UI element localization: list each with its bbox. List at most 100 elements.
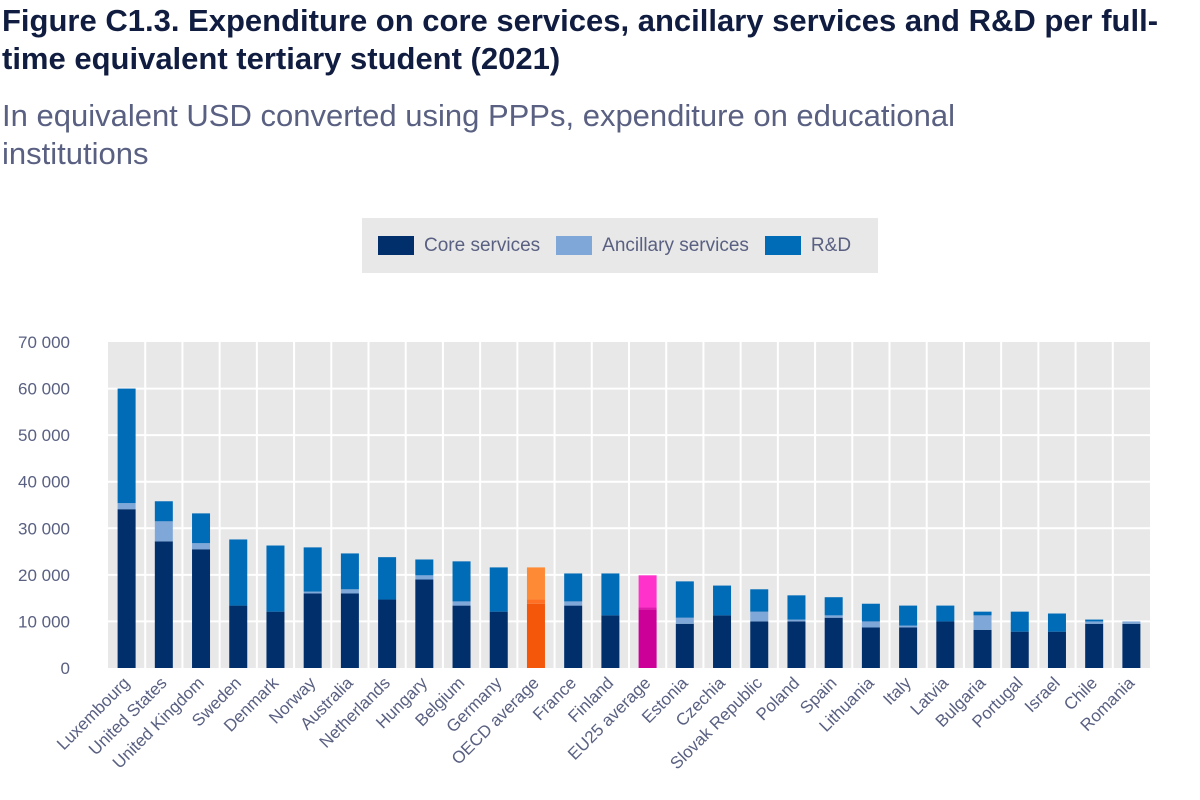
bar-core-services[interactable] <box>154 541 173 668</box>
bar-core-services[interactable] <box>452 605 471 668</box>
bar-rd[interactable] <box>154 501 173 522</box>
bar-core-services[interactable] <box>750 621 769 668</box>
bar-group <box>303 547 322 668</box>
bar-ancillary-services[interactable] <box>564 601 583 606</box>
bar-group <box>936 605 955 668</box>
bar-rd[interactable] <box>378 557 397 600</box>
bar-ancillary-services[interactable] <box>861 621 880 628</box>
bar-rd[interactable] <box>638 575 657 608</box>
bar-group <box>899 605 918 668</box>
bar-core-services[interactable] <box>229 605 248 668</box>
bar-core-services[interactable] <box>378 599 397 668</box>
bar-group <box>861 603 880 668</box>
bar-group <box>117 388 136 668</box>
bar-core-services[interactable] <box>1085 623 1104 668</box>
bar-ancillary-services[interactable] <box>638 607 657 610</box>
bar-rd[interactable] <box>526 567 545 600</box>
bar-rd[interactable] <box>303 547 322 592</box>
bar-rd[interactable] <box>973 611 992 616</box>
bar-core-services[interactable] <box>415 579 434 668</box>
bar-ancillary-services[interactable] <box>117 503 136 510</box>
bar-core-services[interactable] <box>638 609 657 668</box>
bar-core-services[interactable] <box>675 623 694 668</box>
legend-label: R&D <box>810 234 852 256</box>
bar-rd[interactable] <box>489 567 508 612</box>
bar-group <box>489 567 508 668</box>
y-tick-label: 50 000 <box>18 426 70 445</box>
bar-core-services[interactable] <box>601 615 620 668</box>
bar-rd[interactable] <box>824 597 843 616</box>
bar-rd[interactable] <box>601 573 620 616</box>
bar-rd[interactable] <box>117 388 136 504</box>
bar-core-services[interactable] <box>192 549 211 668</box>
bar-core-services[interactable] <box>936 621 955 668</box>
legend-item-ancillary-services[interactable]: Ancillary services <box>556 235 749 257</box>
legend-label: Ancillary services <box>602 234 749 256</box>
bar-core-services[interactable] <box>899 627 918 668</box>
bar-ancillary-services[interactable] <box>526 599 545 604</box>
bars <box>117 388 1141 668</box>
bar-group <box>266 545 285 668</box>
bar-ancillary-services[interactable] <box>750 611 769 622</box>
bar-core-services[interactable] <box>340 593 359 668</box>
bar-rd[interactable] <box>1047 613 1066 632</box>
bar-group <box>526 567 545 668</box>
bar-group <box>340 553 359 668</box>
bar-core-services[interactable] <box>861 627 880 668</box>
bar-group <box>824 597 843 668</box>
bar-rd[interactable] <box>750 589 769 612</box>
bar-ancillary-services[interactable] <box>452 601 471 606</box>
bar-ancillary-services[interactable] <box>1085 621 1104 624</box>
bar-ancillary-services[interactable] <box>973 615 992 630</box>
bar-core-services[interactable] <box>117 509 136 668</box>
bar-ancillary-services[interactable] <box>415 575 434 580</box>
bar-group <box>1047 613 1066 668</box>
bar-core-services[interactable] <box>303 593 322 668</box>
bar-core-services[interactable] <box>1122 623 1141 668</box>
bar-core-services[interactable] <box>526 603 545 668</box>
bar-ancillary-services[interactable] <box>675 617 694 624</box>
bar-group <box>750 589 769 668</box>
bar-rd[interactable] <box>452 561 471 602</box>
bar-group <box>564 573 583 668</box>
bar-rd[interactable] <box>564 573 583 602</box>
bar-rd[interactable] <box>899 605 918 626</box>
bar-core-services[interactable] <box>564 605 583 668</box>
bar-ancillary-services[interactable] <box>154 521 173 542</box>
bar-rd[interactable] <box>1010 611 1029 632</box>
bar-ancillary-services[interactable] <box>340 589 359 594</box>
bar-core-services[interactable] <box>1010 631 1029 668</box>
bar-ancillary-services[interactable] <box>824 615 843 618</box>
bar-rd[interactable] <box>415 559 434 576</box>
bar-ancillary-services[interactable] <box>787 619 806 622</box>
bar-rd[interactable] <box>1085 619 1104 622</box>
y-tick-label: 20 000 <box>18 566 70 585</box>
bar-group <box>415 559 434 668</box>
bar-rd[interactable] <box>675 581 694 618</box>
bar-rd[interactable] <box>936 605 955 622</box>
bar-core-services[interactable] <box>489 611 508 668</box>
bar-rd[interactable] <box>787 595 806 620</box>
y-tick-label: 30 000 <box>18 519 70 538</box>
bar-rd[interactable] <box>192 513 211 544</box>
bar-core-services[interactable] <box>1047 631 1066 668</box>
bar-core-services[interactable] <box>824 617 843 668</box>
bar-ancillary-services[interactable] <box>192 543 211 550</box>
bar-rd[interactable] <box>340 553 359 590</box>
legend-item-rd[interactable]: R&D <box>764 234 852 257</box>
x-tick-label: Israel <box>1021 673 1064 716</box>
bar-core-services[interactable] <box>266 611 285 668</box>
bar-ancillary-services[interactable] <box>1122 621 1141 624</box>
bar-ancillary-services[interactable] <box>899 625 918 628</box>
bar-group <box>378 557 397 668</box>
bar-rd[interactable] <box>861 603 880 622</box>
bar-core-services[interactable] <box>713 615 732 668</box>
legend-item-core-services[interactable]: Core services <box>378 235 540 257</box>
bar-ancillary-services[interactable] <box>303 591 322 594</box>
bar-core-services[interactable] <box>973 629 992 668</box>
bar-rd[interactable] <box>229 539 248 606</box>
bar-group <box>787 595 806 668</box>
bar-rd[interactable] <box>266 545 285 612</box>
bar-rd[interactable] <box>713 585 732 616</box>
bar-core-services[interactable] <box>787 621 806 668</box>
